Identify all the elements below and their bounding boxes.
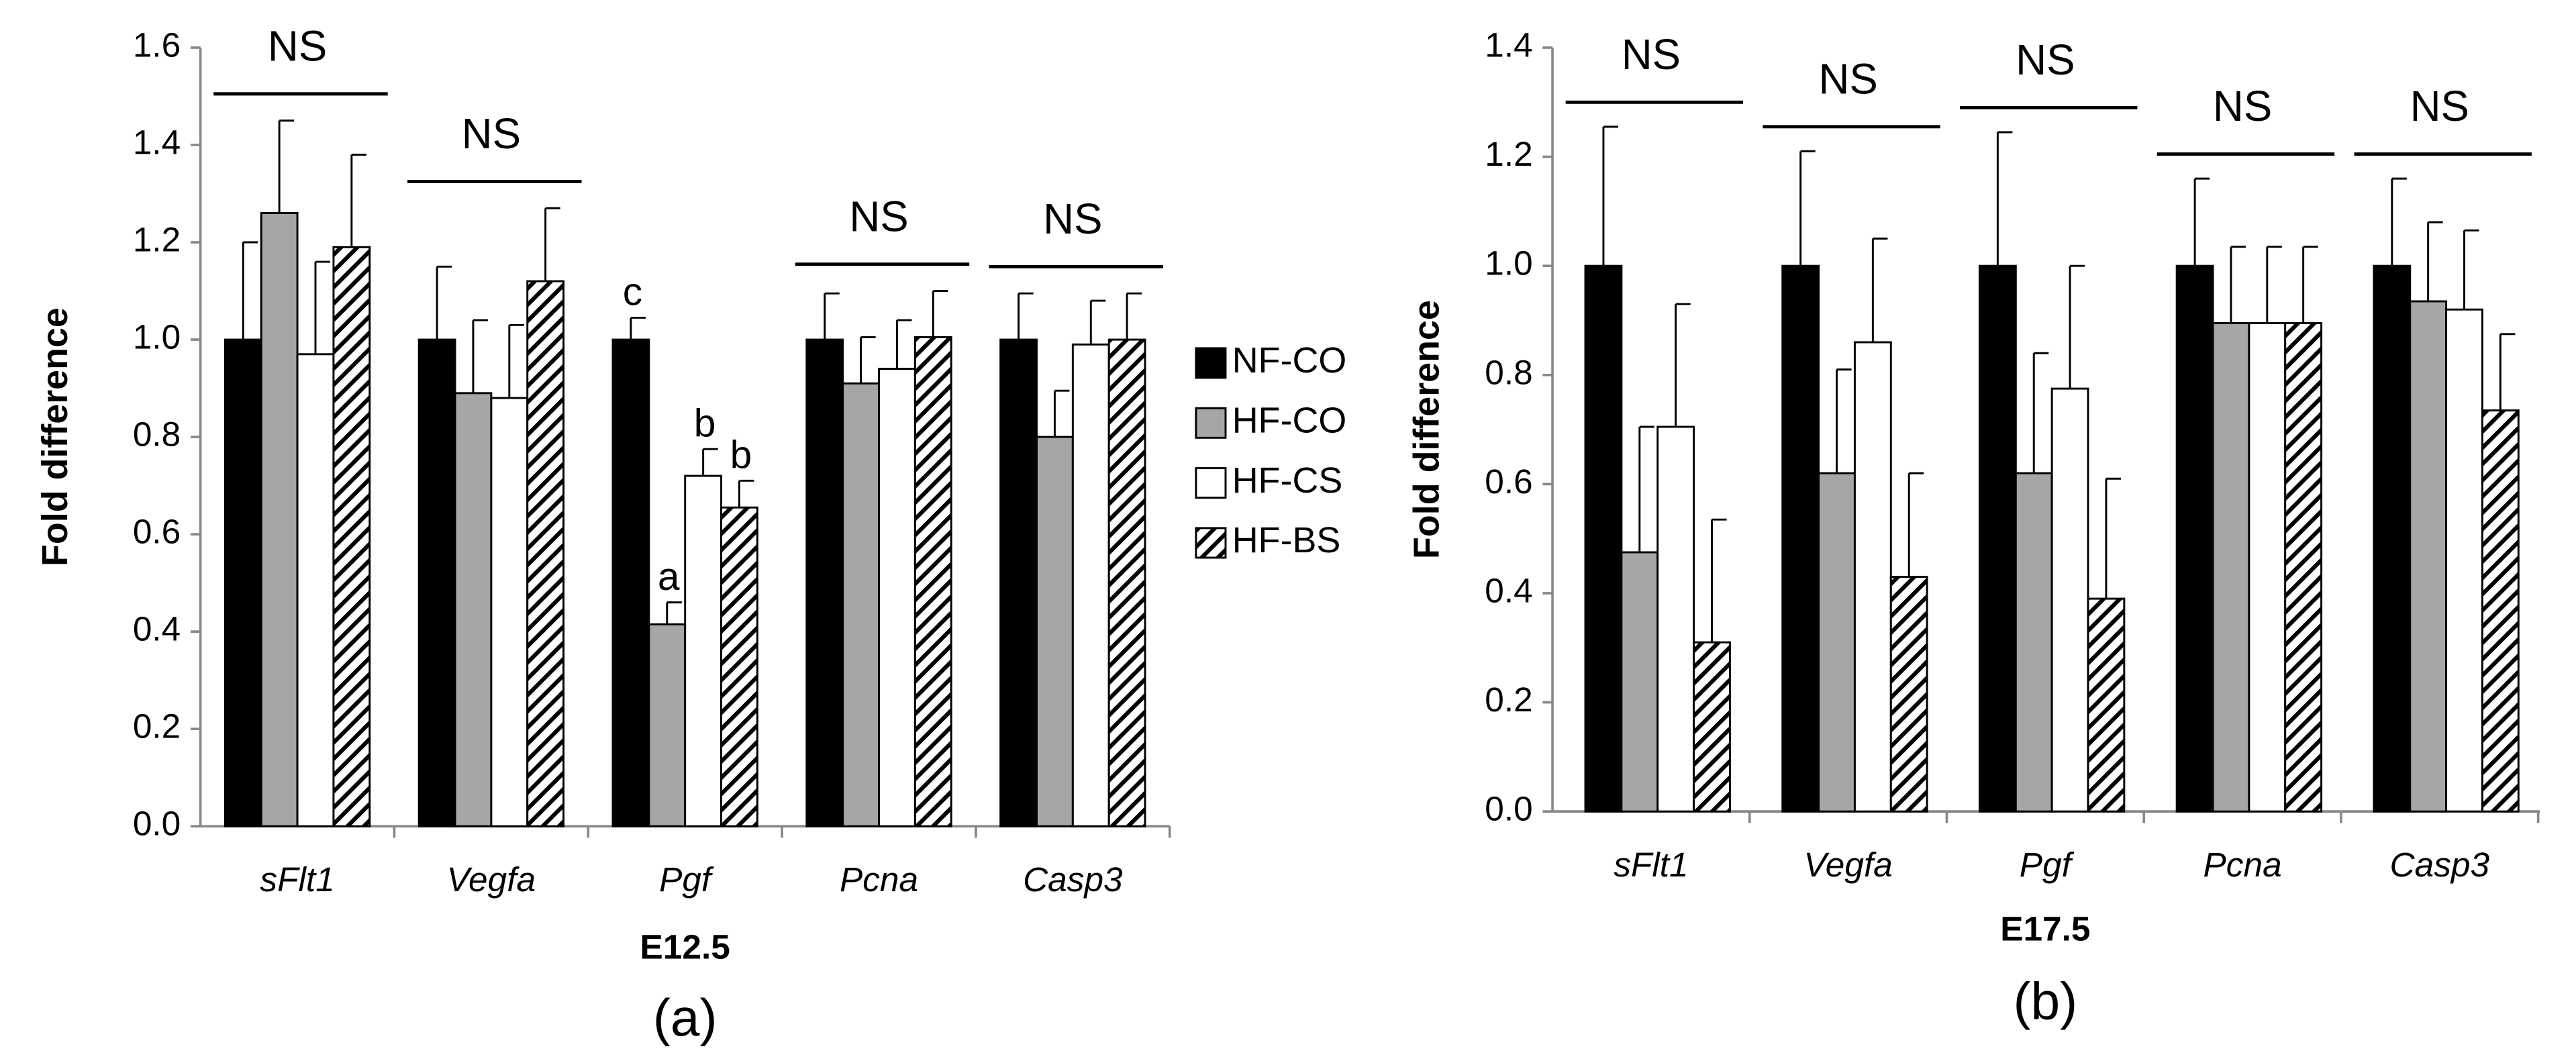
y-axis-label: Fold difference [35,307,75,566]
bar [2248,322,2287,813]
bar [1818,472,1856,813]
y-tick-label: 1.4 [1485,26,1532,64]
bar [805,338,844,827]
bar [648,623,687,827]
ns-label: NS [2213,83,2272,130]
bar [2014,472,2053,813]
y-tick-label: 1.0 [1485,244,1532,283]
x-tick-label: Pgf [659,860,714,899]
y-tick-label: 1.0 [133,317,181,356]
legend-label: HF-CS [1232,460,1342,501]
bar [2409,300,2448,813]
legend-swatch [1195,467,1227,499]
ns-label: NS [1622,31,1681,79]
panel-label: (a) [653,988,717,1047]
x-axis-label: E17.5 [2000,909,2090,948]
bar-label: a [658,555,680,599]
x-tick-label: Pcna [2203,845,2282,884]
y-tick-label: 0.4 [1485,571,1532,610]
bar [720,506,758,827]
ns-label: NS [849,193,908,240]
bar [1584,264,1623,813]
bar-label: b [694,401,716,445]
bar [878,368,916,827]
bar [913,336,952,827]
y-tick-label: 1.2 [133,220,181,259]
x-tick-label: sFlt1 [1614,845,1688,884]
x-tick-label: Vegfa [447,860,536,899]
bar [526,280,565,827]
bar [1889,576,1928,813]
y-tick-label: 0.4 [133,609,181,648]
x-tick-label: Vegfa [1803,845,1892,884]
bar [1853,341,1892,813]
legend-label: HF-BS [1232,520,1341,560]
x-tick-label: sFlt1 [260,860,334,899]
legend-label: HF-CO [1232,400,1346,440]
ns-label: NS [268,23,327,70]
bar [2087,597,2126,813]
y-tick-label: 1.4 [133,123,181,162]
y-tick-label: 0.0 [133,804,181,843]
bar [1107,338,1146,827]
panel-label: (b) [2014,972,2078,1031]
bar [2175,264,2214,813]
legend-label: NF-CO [1232,340,1346,381]
x-tick-label: Pcna [840,860,918,899]
bar [1693,641,1731,813]
y-tick-label: 0.8 [1485,352,1532,391]
y-tick-label: 0.6 [133,512,181,551]
ns-label: NS [462,110,521,158]
bar [2373,264,2412,813]
bar [1781,264,1820,813]
bar [2212,322,2250,813]
bar [1071,343,1110,827]
legend-swatch [1195,527,1227,559]
x-tick-label: Casp3 [2390,845,2490,884]
bar [417,338,456,827]
bar [1620,551,1659,813]
y-tick-label: 0.8 [133,415,181,454]
bar [260,212,299,827]
bar [842,382,881,827]
y-tick-label: 1.2 [1485,134,1532,173]
bar [2445,308,2483,813]
bar [2050,387,2089,813]
bar [2284,322,2323,813]
bar [999,338,1038,827]
x-tick-label: Pgf [2020,845,2075,884]
bar [1978,264,2017,813]
ns-label: NS [2016,36,2075,84]
legend-swatch [1195,347,1227,379]
bar-label: c [623,270,642,314]
bar [490,397,529,827]
bar [2481,409,2520,813]
bar-label: b [730,434,752,477]
x-tick-label: Casp3 [1023,860,1123,899]
bar [684,474,723,827]
y-axis-label: Fold difference [1407,300,1447,559]
y-tick-label: 0.2 [133,707,181,746]
ns-label: NS [1818,56,1877,103]
ns-label: NS [1043,195,1102,243]
legend-swatch [1195,407,1227,439]
bar [454,392,493,827]
bar [296,353,335,827]
y-tick-label: 1.6 [133,26,181,64]
bar [332,246,371,827]
bar [224,338,262,827]
y-tick-label: 0.2 [1485,680,1532,719]
x-axis-label: E12.5 [640,927,730,966]
bar [1036,436,1074,827]
bar [611,338,650,827]
y-tick-label: 0.0 [1485,789,1532,828]
bar [1656,425,1695,813]
ns-label: NS [2410,83,2469,130]
y-tick-label: 0.6 [1485,462,1532,501]
